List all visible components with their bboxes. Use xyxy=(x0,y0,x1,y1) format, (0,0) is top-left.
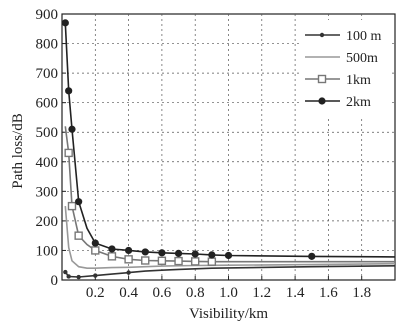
series-line-500m xyxy=(64,206,396,270)
y-tick-label: 0 xyxy=(51,273,59,289)
data-point-2km xyxy=(108,245,116,253)
legend-marker-1km xyxy=(317,74,327,84)
y-tick-label: 600 xyxy=(36,96,59,112)
legend-marker-100m xyxy=(319,32,325,38)
series-line-1km xyxy=(64,126,395,263)
data-point-1km xyxy=(107,252,117,261)
x-tick-label: 1.4 xyxy=(286,285,305,301)
data-point-1km xyxy=(67,201,77,211)
data-point-2km xyxy=(308,252,316,260)
legend-label-100m: 100 m xyxy=(346,29,382,44)
data-point-100m xyxy=(76,274,81,280)
y-tick-label: 700 xyxy=(36,66,59,82)
data-point-1km xyxy=(174,256,183,266)
data-point-2km xyxy=(208,251,216,259)
y-tick-label: 200 xyxy=(36,214,59,230)
data-point-2km xyxy=(191,250,199,258)
series-1km xyxy=(64,126,395,266)
data-point-1km xyxy=(64,148,73,158)
y-axis-label: Path loss/dB xyxy=(10,113,26,188)
x-tick-label: 0.2 xyxy=(86,285,105,301)
x-tick-label: 1.6 xyxy=(319,285,338,301)
series-line-2km xyxy=(64,22,396,258)
y-tick-label: 900 xyxy=(36,7,59,23)
data-point-1km xyxy=(207,257,217,266)
y-tick-label: 100 xyxy=(36,243,59,259)
x-tick-label: 1.2 xyxy=(252,285,271,301)
data-point-2km xyxy=(91,239,99,247)
data-point-100m xyxy=(63,269,68,275)
y-tick-label: 400 xyxy=(36,155,59,171)
legend-box xyxy=(300,20,392,116)
x-tick-label: 0.6 xyxy=(153,285,172,301)
data-point-2km xyxy=(174,249,183,257)
x-tick-label: 0.4 xyxy=(119,285,138,301)
data-point-2km xyxy=(68,125,76,133)
legend-label-2km: 2km xyxy=(346,95,371,110)
data-point-2km xyxy=(75,198,83,206)
data-point-100m xyxy=(66,274,71,279)
data-point-2km xyxy=(125,246,133,255)
data-point-2km xyxy=(141,248,149,256)
y-tick-label: 500 xyxy=(36,125,59,141)
legend-label-500m: 500m xyxy=(346,51,378,66)
series-line-100m xyxy=(64,265,396,278)
data-point-1km xyxy=(157,256,167,265)
data-point-100m xyxy=(126,270,131,275)
x-tick-label: 1.8 xyxy=(352,285,371,301)
data-point-1km xyxy=(190,257,200,266)
x-tick-label: 0.8 xyxy=(186,285,205,301)
series-2km xyxy=(61,19,396,260)
data-point-1km xyxy=(124,255,133,264)
data-point-1km xyxy=(91,246,100,255)
data-point-2km xyxy=(158,249,166,257)
data-point-1km xyxy=(141,256,150,265)
data-point-2km xyxy=(61,19,69,27)
series-500m xyxy=(64,206,396,270)
x-axis-label: Visibility/km xyxy=(189,306,268,322)
x-tick-label: 1.0 xyxy=(219,285,238,301)
series-100m xyxy=(63,265,396,280)
data-point-2km xyxy=(224,251,233,260)
legend-label-1km: 1km xyxy=(346,73,371,88)
data-point-2km xyxy=(65,87,73,95)
legend-marker-2km xyxy=(318,97,326,105)
y-tick-label: 800 xyxy=(36,37,59,53)
y-tick-label: 300 xyxy=(36,184,59,200)
data-point-100m xyxy=(93,273,98,278)
legend: 100 m 500m 1km 2km xyxy=(300,20,392,116)
data-point-1km xyxy=(74,231,83,240)
